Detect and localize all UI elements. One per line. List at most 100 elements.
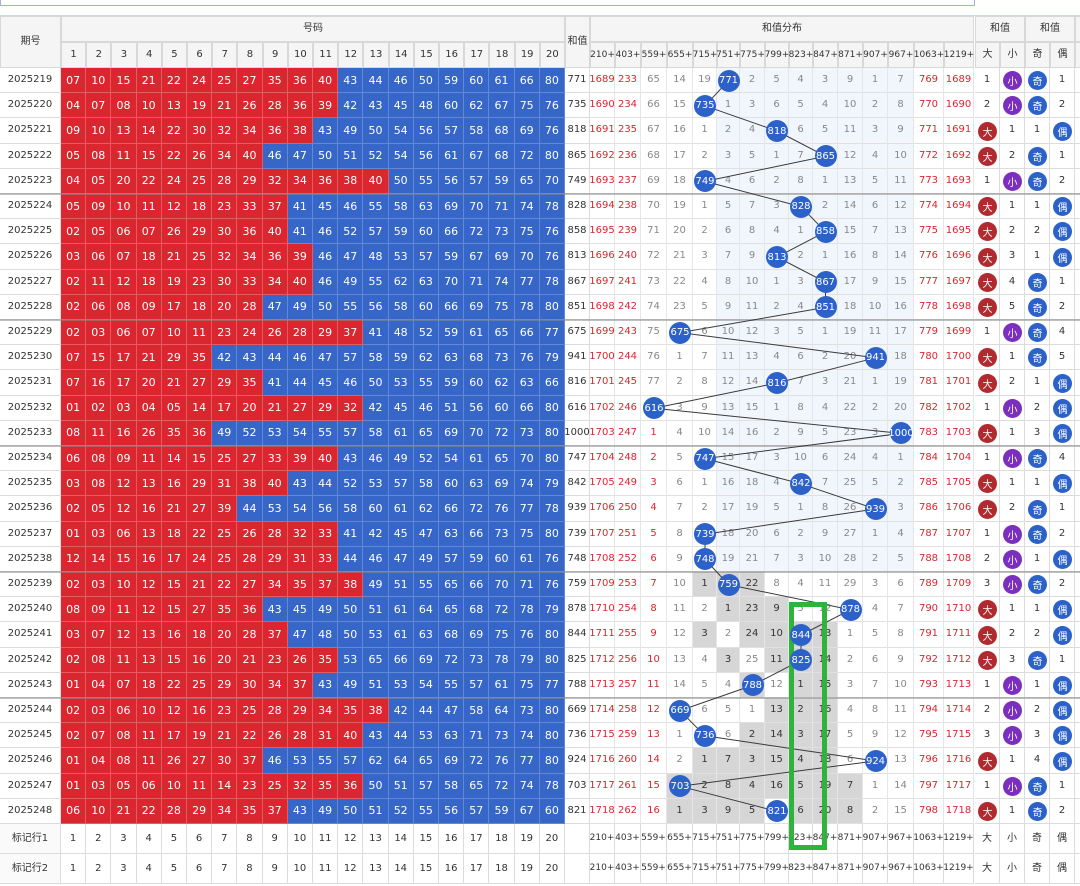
distribution-cell: 783 — [914, 420, 944, 446]
distribution-cell: 261 — [615, 773, 641, 799]
number-cell: 10 — [111, 194, 137, 220]
number-cell: 79 — [514, 647, 540, 673]
distribution-cell: 2 — [863, 395, 888, 421]
distribution-cell: 70 — [641, 194, 667, 220]
number-cell: 02 — [61, 496, 87, 522]
odd-ball: 奇 — [1028, 650, 1047, 670]
extra-cell — [1075, 118, 1080, 144]
distribution-cell: 3 — [863, 572, 888, 598]
number-cell: 32 — [338, 395, 364, 421]
number-cell: 65 — [439, 597, 465, 623]
number-cell: 10 — [136, 698, 162, 724]
distribution-cell: 14 — [888, 244, 914, 270]
number-cell: 27 — [237, 572, 263, 598]
extra-cell — [1075, 446, 1080, 472]
even-ball: 偶 — [1053, 600, 1072, 620]
number-column-header: 11 — [313, 42, 339, 68]
marker-even-cell: 偶 — [1050, 854, 1075, 884]
distribution-cell: 3 — [789, 546, 813, 572]
extra-cell — [1075, 723, 1080, 749]
number-cell: 70 — [464, 420, 490, 446]
distribution-cell: 1700 — [589, 345, 615, 371]
distribution-cell: 773 — [914, 168, 944, 194]
marker-number-cell: 13 — [363, 824, 389, 854]
distribution-cell: 245 — [615, 370, 641, 396]
distribution-cell: 4 — [717, 168, 740, 194]
distribution-cell: 22 — [740, 572, 765, 598]
number-cell: 12 — [136, 597, 162, 623]
number-cell: 50 — [363, 773, 389, 799]
distribution-cell: 782 — [914, 395, 944, 421]
number-cell: 27 — [187, 496, 213, 522]
period-cell: 2025229 — [0, 320, 61, 346]
distribution-cell: 2 — [693, 496, 717, 522]
marker-distribution-cell: 1063+ — [913, 824, 944, 854]
number-cell: 22 — [187, 521, 213, 547]
number-cell: 53 — [262, 496, 288, 522]
number-cell: 35 — [338, 698, 364, 724]
big-cell: 2 — [975, 698, 1000, 724]
number-cell: 66 — [464, 572, 490, 598]
number-cell: 21 — [237, 647, 263, 673]
odd-cell: 1 — [1025, 672, 1050, 698]
period-cell: 2025227 — [0, 269, 61, 295]
number-cell: 29 — [212, 672, 238, 698]
distribution-cell: 781 — [914, 370, 944, 396]
number-cell: 29 — [313, 320, 339, 346]
number-cell: 59 — [439, 244, 465, 270]
distribution-cell: 7 — [813, 471, 838, 497]
number-cell: 69 — [439, 194, 465, 220]
marker-number-cell: 4 — [136, 824, 162, 854]
marker-distribution-cell: 1219+ — [943, 824, 974, 854]
number-cell: 53 — [388, 370, 414, 396]
distribution-cell: 15 — [717, 446, 740, 472]
number-cell: 50 — [388, 168, 414, 194]
distribution-cell: 1704 — [944, 446, 974, 472]
number-cell: 44 — [388, 723, 414, 749]
number-cell: 51 — [363, 672, 389, 698]
number-cell: 56 — [413, 143, 439, 169]
number-cell: 58 — [388, 294, 414, 320]
number-cell: 47 — [287, 143, 313, 169]
odd-cell: 3 — [1025, 723, 1050, 749]
small-cell: 2 — [1000, 496, 1025, 522]
distribution-cell: 772 — [914, 143, 944, 169]
number-cell: 76 — [489, 496, 515, 522]
number-cell: 27 — [237, 446, 263, 472]
extra-cell — [1075, 294, 1080, 320]
number-cell: 65 — [413, 420, 439, 446]
number-cell: 71 — [464, 723, 490, 749]
number-cell: 20 — [136, 370, 162, 396]
sum-cell: 616 — [565, 395, 590, 421]
small-cell: 1 — [1000, 597, 1025, 623]
number-cell: 01 — [61, 395, 87, 421]
distribution-cell: 13 — [765, 698, 789, 724]
number-cell: 20 — [212, 294, 238, 320]
odd-ball: 奇 — [1028, 575, 1047, 595]
distribution-cell: 11 — [838, 118, 863, 144]
distribution-cell: 23 — [667, 294, 693, 320]
number-cell: 21 — [212, 723, 238, 749]
number-cell: 11 — [111, 143, 137, 169]
distribution-cell: 1 — [693, 748, 717, 774]
distribution-cell: 786 — [914, 496, 944, 522]
distribution-cell: 16 — [717, 471, 740, 497]
distribution-cell: 14 — [888, 773, 914, 799]
number-cell: 71 — [464, 269, 490, 295]
number-cell: 44 — [363, 68, 389, 94]
number-cell: 30 — [237, 672, 263, 698]
distribution-cell: 1718 — [589, 798, 615, 824]
number-cell: 49 — [212, 420, 238, 446]
distribution-cell: 2 — [863, 798, 888, 824]
distribution-cell: 16 — [838, 244, 863, 270]
number-cell: 70 — [439, 269, 465, 295]
distribution-cell: 9 — [740, 244, 765, 270]
number-cell: 04 — [86, 672, 112, 698]
number-cell: 05 — [61, 143, 87, 169]
small-ball: 小 — [1003, 71, 1022, 91]
distribution-cell: 10 — [813, 546, 838, 572]
distribution-cell: 1 — [765, 395, 789, 421]
number-column-header: 6 — [187, 42, 213, 68]
distribution-cell: 10 — [888, 143, 914, 169]
number-cell: 61 — [514, 546, 540, 572]
